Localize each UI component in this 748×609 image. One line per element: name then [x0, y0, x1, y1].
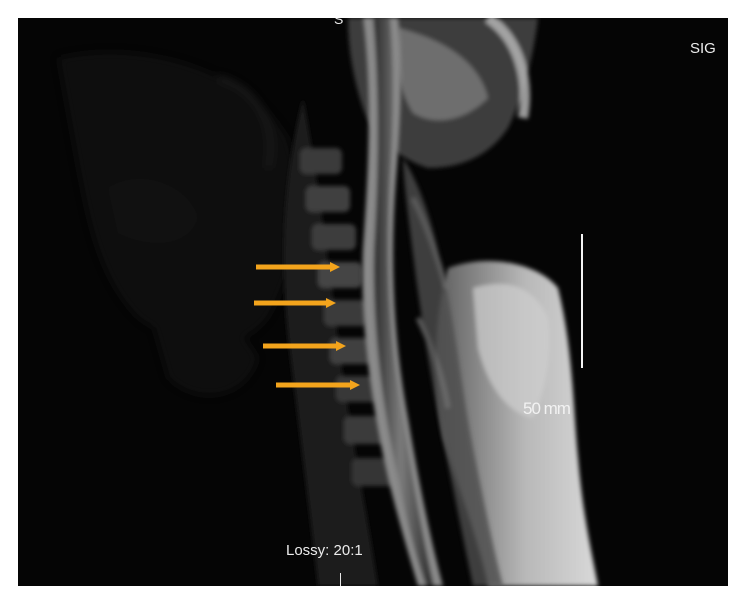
arrow-2: [254, 298, 336, 308]
arrow-4: [276, 380, 360, 390]
compression-label: Lossy: 20:1: [286, 542, 363, 559]
sequence-label: SIG: [690, 40, 716, 57]
bottom-marker-tick: [340, 573, 341, 586]
top-marker-label: S: [334, 18, 344, 27]
posterior-elements: [403, 158, 503, 586]
spinal-cord: [362, 18, 443, 586]
arrow-3: [263, 341, 346, 351]
annotation-arrows: [254, 262, 360, 390]
mri-viewer: S SIG 50 mm Lossy: 20:1: [18, 18, 728, 586]
scale-bar: [581, 234, 583, 368]
scale-label: 50 mm: [523, 399, 571, 418]
face-soft-tissue: [58, 51, 299, 396]
mri-sagittal-image: [58, 18, 598, 586]
arrow-1: [256, 262, 340, 272]
